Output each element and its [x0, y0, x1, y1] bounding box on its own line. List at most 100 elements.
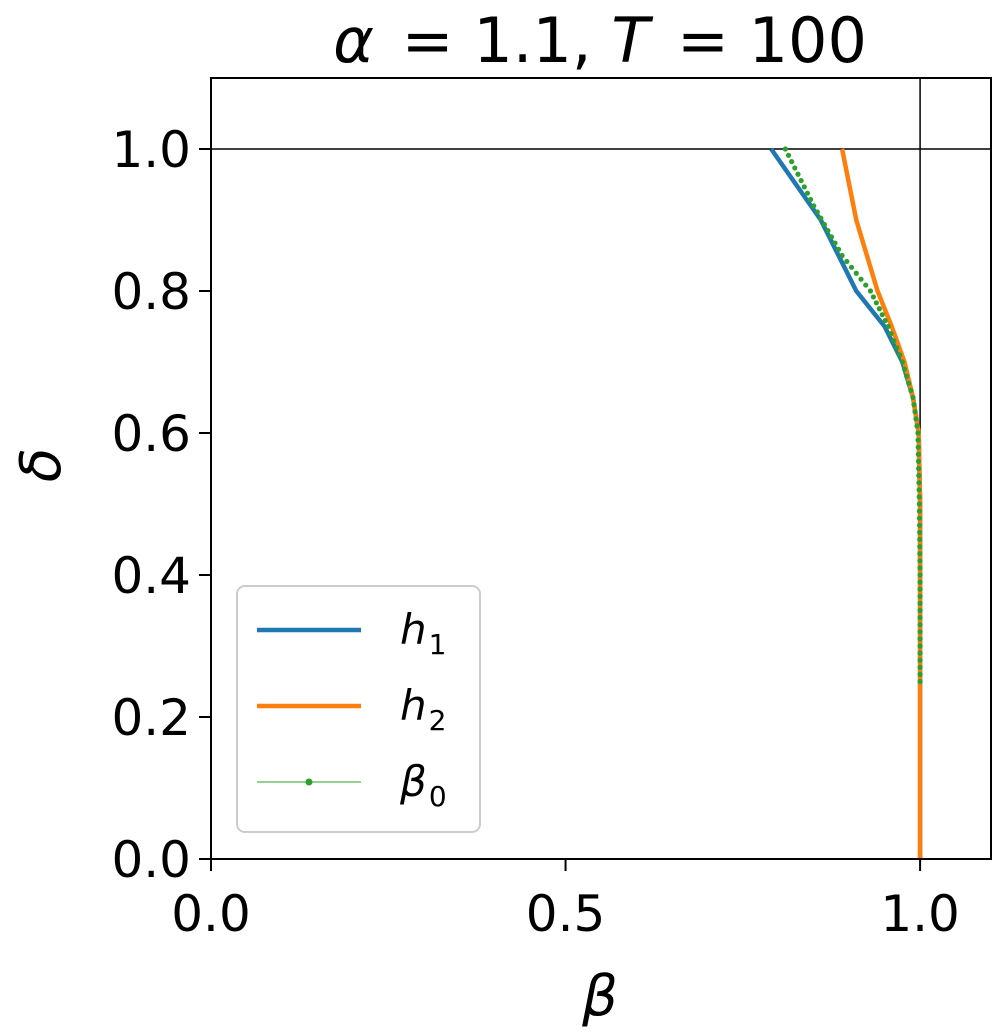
- y-tick-label: 0.8: [111, 263, 191, 321]
- title-T-value: = 100: [677, 4, 867, 77]
- series-point: [885, 323, 891, 330]
- series-point: [807, 196, 814, 203]
- series-line-h1: [769, 147, 923, 859]
- series-point: [917, 657, 923, 663]
- legend: h1 h2 β0: [236, 585, 481, 833]
- title-separator: ,: [572, 4, 611, 77]
- series-point: [917, 622, 923, 628]
- series-point: [835, 246, 842, 252]
- series-point: [876, 306, 882, 312]
- series-point: [789, 159, 795, 165]
- series-point: [917, 643, 923, 649]
- series-β0-markers: [782, 146, 923, 685]
- series-point: [821, 221, 827, 228]
- series-point: [801, 184, 807, 190]
- series-point: [888, 331, 894, 337]
- series-point: [917, 650, 923, 656]
- series-point: [916, 522, 923, 528]
- series-point: [916, 473, 922, 479]
- legend-label: h2: [400, 681, 446, 737]
- x-tick-label: 0.5: [526, 885, 606, 943]
- y-axis-label: δ: [9, 448, 74, 482]
- series-line-h2: [839, 148, 923, 859]
- series-point: [906, 380, 912, 386]
- series-point: [828, 234, 835, 240]
- series-point: [848, 264, 855, 270]
- series-point: [911, 402, 917, 408]
- series-point: [785, 152, 792, 158]
- series-point: [916, 480, 922, 486]
- series-point: [917, 671, 923, 678]
- series-point: [915, 430, 921, 436]
- series-point: [910, 394, 916, 401]
- legend-entry: h1: [257, 605, 446, 661]
- series-point: [879, 312, 885, 318]
- y-tick-label: 0.4: [111, 547, 191, 605]
- series-point: [899, 359, 905, 365]
- series-point: [873, 300, 879, 306]
- series-point: [916, 508, 923, 514]
- series-point: [917, 544, 923, 550]
- series-point: [814, 209, 820, 215]
- series-point: [904, 373, 910, 379]
- plot-area: [210, 77, 992, 860]
- y-tick-label: 0.6: [111, 405, 191, 463]
- series-point: [915, 444, 921, 450]
- series-point: [870, 294, 877, 300]
- series-point: [896, 352, 903, 358]
- series-point: [882, 317, 888, 324]
- series-point: [901, 366, 908, 372]
- series-point: [917, 629, 923, 635]
- series-point: [915, 451, 921, 457]
- series-point: [915, 437, 921, 443]
- series-point: [853, 270, 859, 276]
- series-layer: [769, 146, 923, 859]
- series-point: [917, 600, 923, 607]
- series-point: [798, 177, 804, 184]
- series-point: [891, 338, 897, 344]
- series-point: [917, 664, 923, 670]
- y-tick-label: 0.2: [111, 689, 191, 747]
- series-point: [916, 487, 922, 493]
- legend-box: [236, 585, 481, 833]
- series-point: [916, 465, 922, 472]
- series-point: [912, 409, 918, 415]
- series-point: [863, 282, 869, 288]
- series-point: [908, 387, 914, 393]
- series-point: [825, 228, 831, 234]
- legend-label: β0: [399, 757, 447, 813]
- x-axis-ticks: 0.0 0.5 1.0: [171, 859, 960, 943]
- series-point: [782, 146, 788, 152]
- series-point: [917, 586, 923, 592]
- series-point: [818, 215, 824, 221]
- series-point: [832, 240, 838, 246]
- series-point: [839, 252, 845, 259]
- x-tick-label: 0.0: [171, 885, 251, 943]
- legend-swatch-marker: [305, 778, 313, 786]
- series-point: [917, 636, 923, 642]
- series-point: [916, 501, 922, 507]
- plot-frame: [210, 77, 992, 860]
- series-point: [917, 678, 923, 685]
- series-point: [913, 416, 919, 422]
- series-point: [917, 615, 923, 621]
- title-alpha-symbol: α: [333, 4, 374, 77]
- series-point: [894, 345, 900, 351]
- series-point: [917, 558, 923, 564]
- series-point: [844, 258, 850, 265]
- series-point: [916, 515, 923, 521]
- legend-entry: h2: [257, 681, 446, 737]
- series-point: [917, 579, 923, 585]
- chart-title: α = 1.1, T = 100: [333, 4, 867, 77]
- series-point: [811, 203, 817, 209]
- series-point: [914, 423, 920, 429]
- series-point: [795, 171, 801, 177]
- series-point: [858, 276, 864, 282]
- title-alpha-value: = 1.1: [402, 4, 572, 77]
- x-tick-label: 1.0: [880, 885, 960, 943]
- legend-label: h1: [400, 605, 446, 661]
- series-point: [917, 565, 923, 571]
- series-point: [917, 607, 923, 614]
- series-point: [916, 494, 922, 500]
